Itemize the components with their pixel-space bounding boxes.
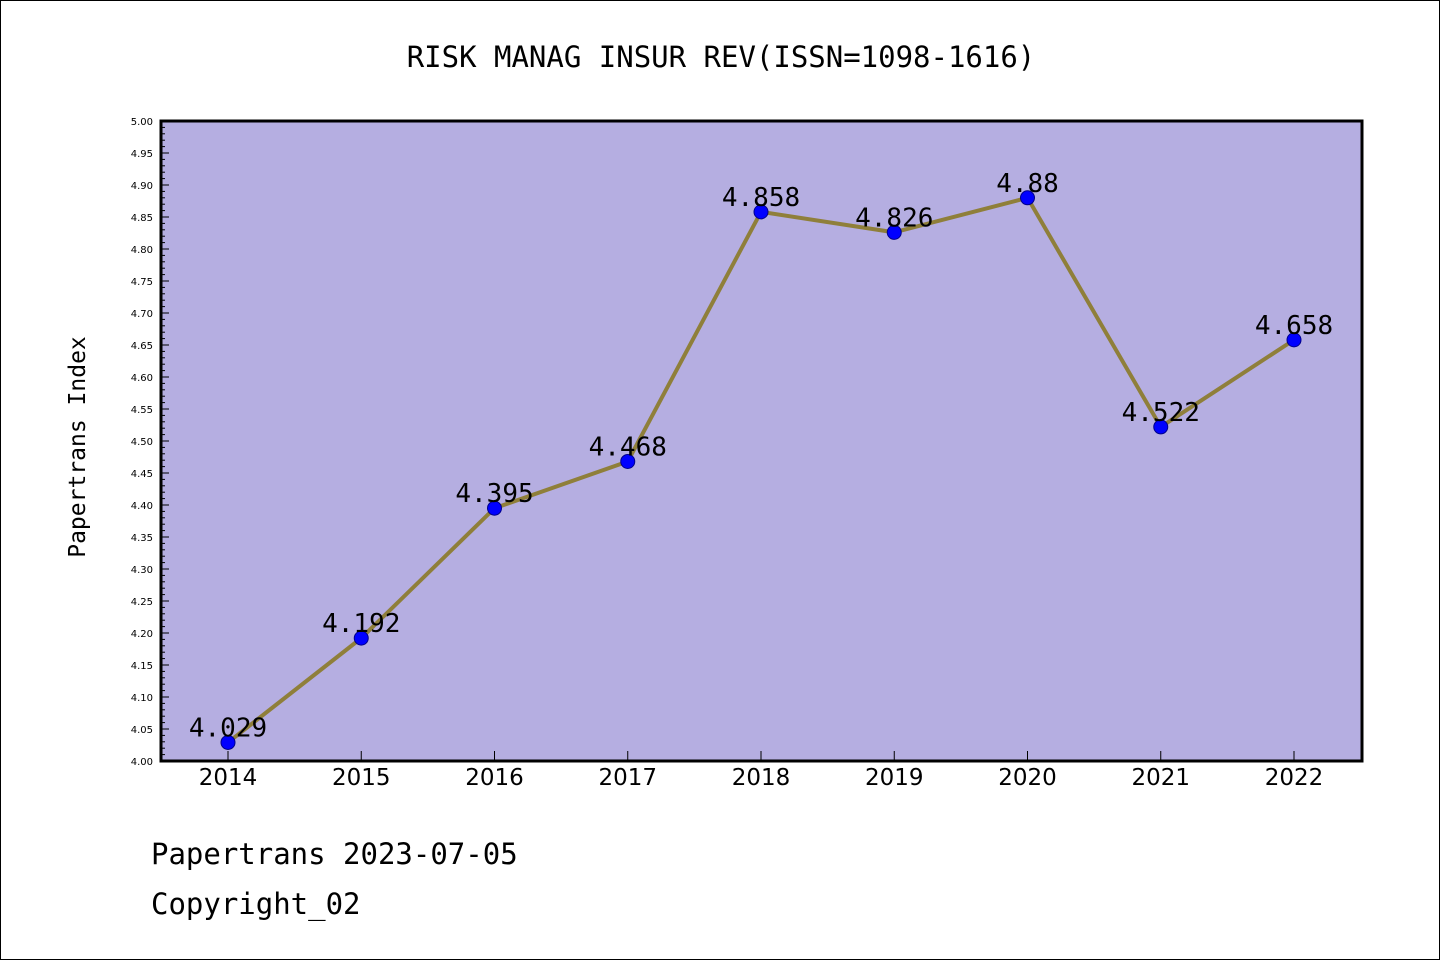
y-axis-label: Papertrans Index [65,336,91,558]
y-tick-label: 4.35 [131,533,153,544]
data-label: 4.658 [1255,311,1333,341]
y-tick-label: 4.25 [131,597,153,608]
y-tick-label: 4.85 [131,213,153,224]
data-label: 4.88 [996,169,1059,199]
data-point [1020,190,1035,206]
y-tick-label: 4.90 [131,181,153,192]
plot-area [161,121,1362,761]
data-point [1286,332,1302,348]
x-tick-label: 2018 [732,765,791,791]
y-tick-label: 4.60 [131,373,153,384]
data-point [753,204,769,220]
y-tick-label: 4.45 [131,469,153,480]
data-label: 4.468 [589,432,667,462]
y-tick-label: 4.55 [131,405,153,416]
y-tick-label: 4.05 [131,725,153,736]
x-tick-label: 2019 [865,765,924,791]
data-point [220,734,236,750]
data-point [1153,419,1169,435]
x-tick-label: 2017 [598,765,657,791]
chart-title: RISK MANAG INSUR REV(ISSN=1098-1616) [407,40,1036,74]
x-tick-label: 2022 [1265,765,1324,791]
data-label: 4.395 [455,479,533,509]
y-tick-label: 4.50 [131,437,153,448]
data-point [487,500,502,516]
x-tick-label: 2020 [998,765,1057,791]
x-tick-label: 2014 [199,765,258,791]
y-tick-label: 5.00 [131,117,153,128]
data-label: 4.029 [189,713,267,743]
y-tick-label: 4.40 [131,501,153,512]
y-tick-label: 4.95 [131,149,153,160]
data-point [620,453,636,469]
data-point [886,224,902,240]
x-tick-label: 2016 [465,765,524,791]
data-series [220,190,1302,750]
data-point [353,630,369,646]
y-tick-label: 4.30 [131,565,153,576]
data-label: 4.826 [855,203,933,233]
y-tick-label: 4.10 [131,693,153,704]
y-tick-label: 4.20 [131,629,153,640]
data-label: 4.858 [722,183,800,213]
y-tick-label: 4.00 [131,757,153,768]
data-label: 4.192 [322,609,400,639]
data-labels: 4.029 4.192 4.395 4.468 4.858 4.826 4.88 4.522 4… [189,169,1333,744]
x-axis: 2014 2015 2016 2017 2018 2019 2020 2021 2022 [199,751,1324,791]
y-tick-label: 4.75 [131,277,153,288]
y-tick-label: 4.80 [131,245,153,256]
data-label: 4.522 [1122,398,1200,428]
footer-copyright: Copyright_02 [151,887,361,921]
y-axis: 4.00 4.05 4.10 4.15 4.20 4.25 4.30 4.35 4.40 4.45… [131,117,169,768]
x-tick-label: 2015 [332,765,391,791]
x-tick-label: 2021 [1131,765,1190,791]
y-tick-label: 4.70 [131,309,153,320]
footer-date: Papertrans 2023-07-05 [151,837,518,871]
y-tick-label: 4.15 [131,661,153,672]
y-tick-label: 4.65 [131,341,153,352]
plot-border [159,119,1364,763]
